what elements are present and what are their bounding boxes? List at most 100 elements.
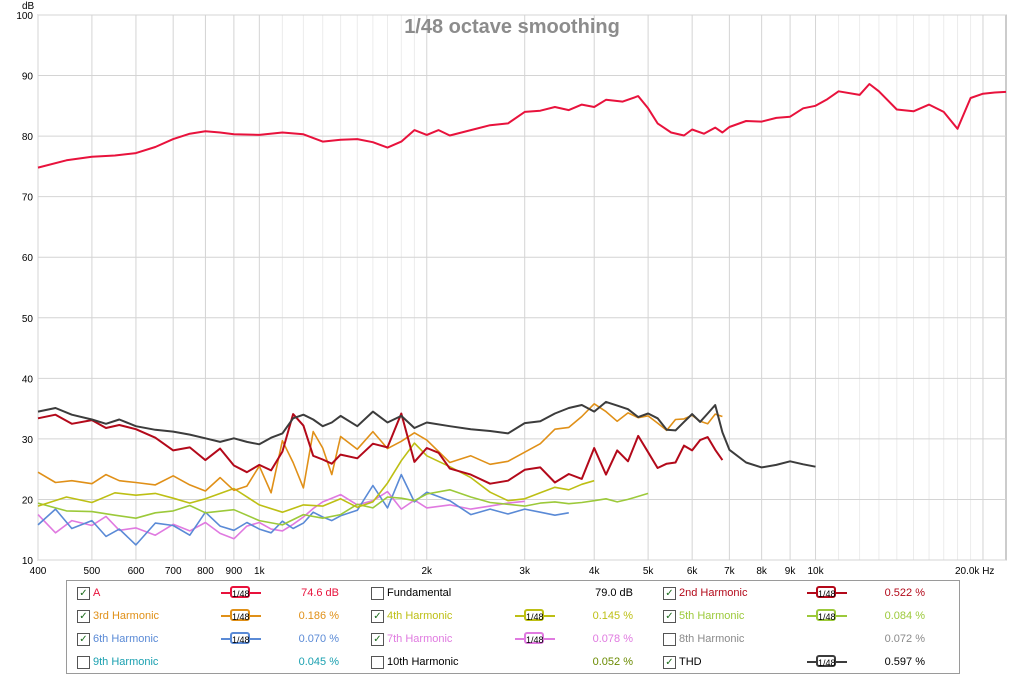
smoothing-indicator[interactable]: 1/48 <box>515 631 555 647</box>
y-tick-label: 10 <box>22 556 34 567</box>
x-tick-label: 1k <box>254 566 266 577</box>
smoothing-label: 1/48 <box>230 609 250 622</box>
x-tick-label: 4k <box>589 566 601 577</box>
x-tick-label: 900 <box>226 566 243 577</box>
x-tick-label: 600 <box>128 566 145 577</box>
smoothing-indicator[interactable]: 1/48 <box>807 608 847 624</box>
x-tick-labels: 400 500 600 700 800 900 1k 2k 3k 4k 5k 6k 7k 8k 9k 10k 2… <box>30 566 995 577</box>
smoothing-label: 1/48 <box>816 586 836 599</box>
x-tick-label: 9k <box>785 566 797 577</box>
legend-value: 74.6 dB <box>301 587 339 599</box>
legend-value: 0.145 % <box>592 610 633 622</box>
legend-name: THD <box>679 656 702 668</box>
legend-value: 0.522 % <box>884 587 925 599</box>
y-tick-label: 20 <box>22 495 34 506</box>
frequency-response-chart: 10 20 30 40 50 60 70 80 90 100 400 500 600 700 800 900… <box>16 1 1007 577</box>
legend-item-7th-harmonic: ✓ 7th Harmonic 1/48 0.078 % <box>371 631 656 647</box>
x-tick-label: 3k <box>519 566 531 577</box>
x-tick-label: 6k <box>687 566 699 577</box>
legend-item-10th-harmonic: 10th Harmonic 0.052 % <box>371 654 656 670</box>
y-tick-label: 30 <box>22 435 34 446</box>
smoothing-indicator[interactable]: 1/48 <box>221 608 261 624</box>
legend-panel: ✓ A 1/48 74.6 dB Fundamental 79.0 dB ✓ 2nd Harm… <box>66 580 960 674</box>
x-tick-label: 2k <box>421 566 433 577</box>
y-tick-label: 90 <box>22 72 34 83</box>
legend-value: 0.186 % <box>298 610 339 622</box>
smoothing-label: 1/48 <box>524 609 544 622</box>
legend-name: 2nd Harmonic <box>679 587 748 599</box>
legend-item-8th-harmonic: 8th Harmonic 0.072 % <box>663 631 948 647</box>
x-tick-label: 10k <box>807 566 824 577</box>
legend-checkbox-2nd-harmonic[interactable]: ✓ <box>663 587 676 600</box>
smoothing-label: 1/48 <box>816 609 836 622</box>
legend-value: 0.045 % <box>298 656 339 668</box>
x-tick-label: 20.0k Hz <box>955 566 994 577</box>
y-tick-labels: 10 20 30 40 50 60 70 80 90 100 <box>16 11 33 567</box>
legend-name: 5th Harmonic <box>679 610 745 622</box>
y-tick-label: 80 <box>22 132 34 143</box>
smoothing-indicator[interactable]: 1/48 <box>807 654 847 670</box>
smoothing-label: 1/48 <box>230 632 250 645</box>
x-tick-label: 5k <box>643 566 655 577</box>
legend-checkbox-5th-harmonic[interactable]: ✓ <box>663 610 676 623</box>
smoothing-indicator[interactable]: 1/48 <box>807 585 847 601</box>
series-6th-harmonic <box>37 473 569 546</box>
legend-checkbox-a[interactable]: ✓ <box>77 587 90 600</box>
smoothing-indicator[interactable]: 1/48 <box>515 608 555 624</box>
smoothing-label: 1/48 <box>816 655 836 668</box>
legend-checkbox-10th-harmonic[interactable] <box>371 656 384 669</box>
legend-name: 6th Harmonic <box>93 633 159 645</box>
x-tick-label: 500 <box>84 566 101 577</box>
smoothing-indicator[interactable]: 1/48 <box>221 631 261 647</box>
series-2nd-harmonic <box>37 412 724 485</box>
legend-checkbox-7th-harmonic[interactable]: ✓ <box>371 633 384 646</box>
x-tick-label: 8k <box>756 566 768 577</box>
legend-checkbox-9th-harmonic[interactable] <box>77 656 90 669</box>
plot-area <box>37 14 1007 561</box>
legend-name: 7th Harmonic <box>387 633 453 645</box>
series-4th-harmonic <box>37 442 595 514</box>
legend-value: 0.597 % <box>884 656 925 668</box>
legend-item-6th-harmonic: ✓ 6th Harmonic 1/48 0.070 % <box>77 631 362 647</box>
chart-title: 1/48 octave smoothing <box>404 16 620 38</box>
legend-name: 10th Harmonic <box>387 656 459 668</box>
y-tick-label: 100 <box>16 11 33 22</box>
legend-item-thd: ✓ THD 1/48 0.597 % <box>663 654 948 670</box>
legend-value: 0.072 % <box>884 633 925 645</box>
x-tick-label: 7k <box>724 566 736 577</box>
legend-item-3rd-harmonic: ✓ 3rd Harmonic 1/48 0.186 % <box>77 608 362 624</box>
legend-item-5th-harmonic: ✓ 5th Harmonic 1/48 0.084 % <box>663 608 948 624</box>
series-7th-harmonic <box>37 490 525 540</box>
legend-value: 0.070 % <box>298 633 339 645</box>
legend-name: A <box>93 587 101 599</box>
legend-checkbox-thd[interactable]: ✓ <box>663 656 676 669</box>
legend-value: 0.078 % <box>592 633 633 645</box>
legend-value: 0.052 % <box>592 656 633 668</box>
y-tick-label: 40 <box>22 374 34 385</box>
x-tick-label: 700 <box>165 566 182 577</box>
legend-item-a: ✓ A 1/48 74.6 dB <box>77 585 362 601</box>
series-lines <box>37 83 1007 546</box>
series-3rd-harmonic <box>37 402 723 494</box>
y-tick-label: 50 <box>22 314 34 325</box>
legend-checkbox-8th-harmonic[interactable] <box>663 633 676 646</box>
legend-checkbox-3rd-harmonic[interactable]: ✓ <box>77 610 90 623</box>
legend-value: 79.0 dB <box>595 587 633 599</box>
legend-name: Fundamental <box>387 587 452 599</box>
y-tick-label: 70 <box>22 193 34 204</box>
series-5th-harmonic <box>37 488 649 526</box>
legend-checkbox-fundamental[interactable] <box>371 587 384 600</box>
legend-item-2nd-harmonic: ✓ 2nd Harmonic 1/48 0.522 % <box>663 585 948 601</box>
smoothing-label: 1/48 <box>230 586 250 599</box>
grid <box>37 14 1007 561</box>
legend-item-9th-harmonic: 9th Harmonic 0.045 % <box>77 654 362 670</box>
legend-item-fundamental: Fundamental 79.0 dB <box>371 585 656 601</box>
legend-checkbox-6th-harmonic[interactable]: ✓ <box>77 633 90 646</box>
legend-checkbox-4th-harmonic[interactable]: ✓ <box>371 610 384 623</box>
x-tick-label: 400 <box>30 566 47 577</box>
x-tick-label: 800 <box>197 566 214 577</box>
smoothing-indicator[interactable]: 1/48 <box>221 585 261 601</box>
legend-name: 3rd Harmonic <box>93 610 160 622</box>
legend-value: 0.084 % <box>884 610 925 622</box>
y-tick-label: 60 <box>22 253 34 264</box>
